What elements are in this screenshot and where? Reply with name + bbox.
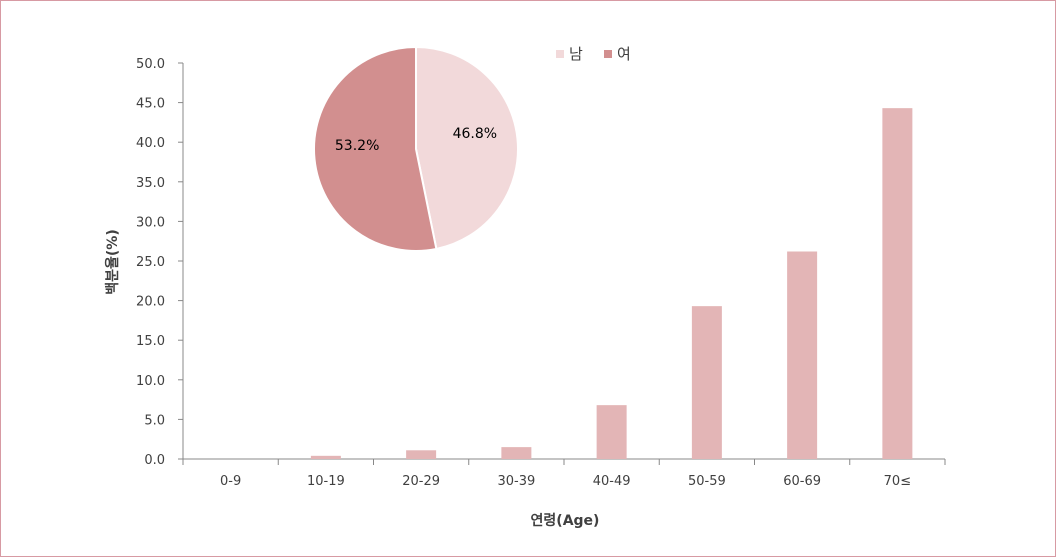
y-tick-label: 40.0 [136,136,165,151]
legend-swatch [604,50,612,58]
x-tick-label: 60-69 [783,474,821,489]
bar-70≤ [882,108,913,460]
pie-slice-남 [415,45,519,251]
bar-series [310,108,913,460]
legend-label: 여 [617,45,631,63]
pie-value-labels: 46.8% 53.2% [335,126,497,154]
pie-slice-여 [313,45,438,252]
bar-40-49 [596,405,627,459]
bar-20-29 [406,450,437,459]
y-tick-label: 25.0 [136,255,165,270]
pie-value-label: 46.8% [453,126,497,142]
x-tick-label: 30-39 [497,474,535,489]
y-tick-label: 0.0 [144,453,165,468]
y-tick-label: 10.0 [136,374,165,389]
y-tick-label: 30.0 [136,215,165,230]
x-tick-label: 50-59 [688,474,726,489]
y-tick-label: 45.0 [136,97,165,112]
x-tick-label: 0-9 [220,474,241,489]
x-tick-label: 20-29 [402,474,440,489]
bar-10-19 [310,455,341,459]
bar-30-39 [501,447,532,459]
x-tick-label: 40-49 [593,474,631,489]
y-tick-label: 20.0 [136,295,165,310]
pie-chart [313,45,519,252]
x-axis-ticks: 0-9 10-19 20-29 30-39 40-49 50-59 60-69 70≤ [182,459,946,489]
bar-50-59 [691,306,722,459]
pie-value-label: 53.2% [335,138,379,154]
legend-swatch [556,50,564,58]
y-tick-label: 35.0 [136,176,165,191]
bar-60-69 [787,251,818,459]
y-axis-title: 백분율(%) [104,229,121,294]
legend-label: 남 [569,45,583,63]
y-tick-label: 15.0 [136,334,165,349]
y-tick-label: 5.0 [144,413,165,428]
x-tick-label: 10-19 [307,474,345,489]
x-axis-title: 연령(Age) [531,513,600,529]
x-tick-label: 70≤ [884,474,911,489]
y-axis-ticks: 0.0 5.0 10.0 15.0 20.0 25.0 30.0 35.0 40.0 45.0 50… [136,57,183,468]
y-tick-label: 50.0 [136,57,165,72]
